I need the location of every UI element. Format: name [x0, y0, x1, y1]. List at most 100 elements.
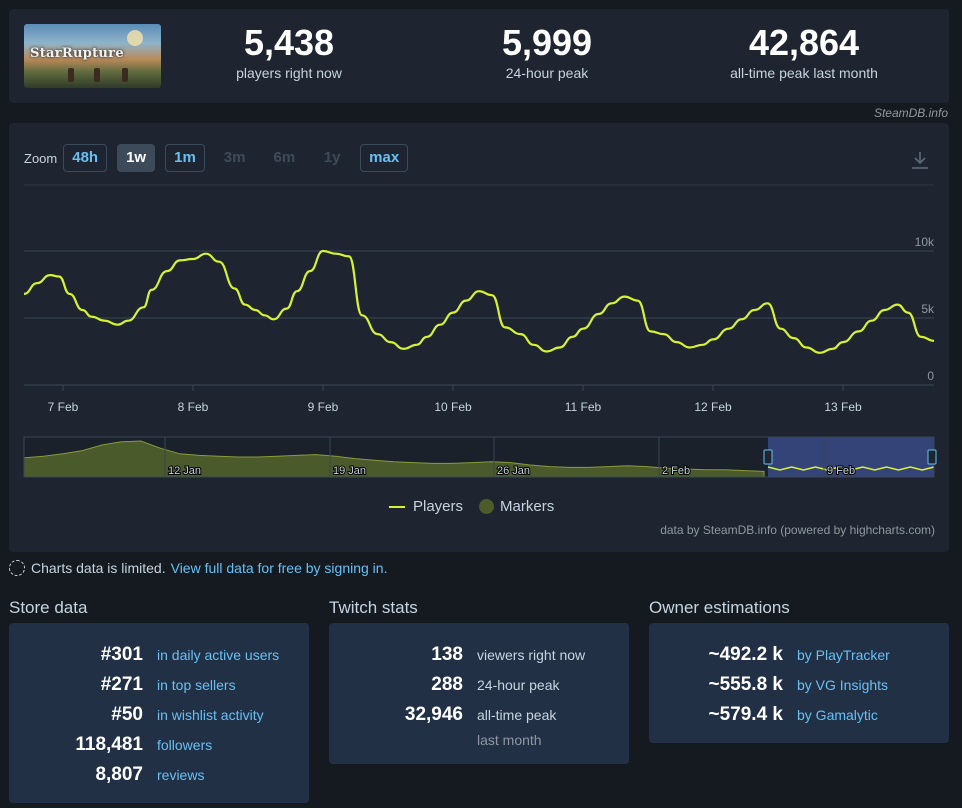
owner-row: ~492.2 k by PlayTracker: [649, 640, 949, 670]
twitch-label: 24-hour peak: [477, 677, 560, 693]
store-value: 8,807: [95, 764, 143, 785]
twitch-row: 288 24-hour peak: [329, 670, 629, 700]
zoom-6m-button: 6m: [273, 149, 296, 166]
store-data-title: Store data: [9, 598, 88, 617]
zoom-1y-button: 1y: [323, 149, 341, 166]
owner-estimations-box: ~492.2 k by PlayTracker ~555.8 k by VG Ins…: [649, 623, 949, 743]
store-value: #301: [100, 644, 143, 665]
owner-value: ~579.4 k: [708, 704, 784, 725]
owner-row: ~555.8 k by VG Insights: [649, 670, 949, 700]
legend-line-symbol: [389, 505, 405, 508]
twitch-value: 288: [431, 674, 463, 695]
stat-all-time-peak: 42,864 all-time peak last month: [704, 22, 904, 82]
game-capsule-image[interactable]: StarRupture: [24, 24, 161, 88]
store-row: #301 in daily active users: [9, 640, 309, 670]
owner-link[interactable]: by VG Insights: [797, 677, 889, 693]
twitch-value: 32,946: [404, 704, 463, 725]
stat-players-now: 5,438 players right now: [189, 22, 389, 82]
x-tick-label: 12 Feb: [694, 400, 732, 414]
x-tick-label: 8 Feb: [178, 400, 209, 414]
store-value: #50: [111, 704, 143, 725]
capsule-figure: [122, 68, 128, 82]
x-tick-label: 7 Feb: [48, 400, 79, 414]
stat-value: 42,864: [748, 22, 860, 63]
stat-value: 5,438: [243, 22, 335, 63]
zoom-label: Zoom: [24, 150, 58, 166]
legend-players[interactable]: Players: [389, 498, 463, 515]
chart-panel: 0 5k 10k 7 Feb 8 Feb 9 Feb 10 Feb 11 Feb 12 Feb 1…: [9, 123, 949, 552]
download-icon[interactable]: [911, 150, 929, 170]
legend-label: Markers: [500, 498, 555, 515]
steamdb-credit: SteamDB.info: [873, 106, 948, 120]
chart-legend: Players Markers: [389, 498, 570, 515]
zoom-1w-button[interactable]: 1w: [117, 144, 156, 172]
stat-label: 24-hour peak: [505, 65, 589, 81]
stat-label: all-time peak last month: [730, 65, 878, 81]
store-row: 118,481 followers: [9, 730, 309, 760]
zoom-controls: Zoom 48h 1w 1m 3m 6m 1y max: [24, 144, 418, 172]
legend-markers[interactable]: Markers: [479, 498, 554, 515]
navigator-tick-label: 26 Jan: [497, 465, 530, 477]
stat-24h-peak: 5,999 24-hour peak: [447, 22, 647, 82]
players-series-line: [23, 249, 935, 354]
legend-dot-symbol: [479, 499, 495, 514]
store-row: #271 in top sellers: [9, 670, 309, 700]
navigator-handle[interactable]: [763, 449, 773, 465]
owner-row: ~579.4 k by Gamalytic: [649, 700, 949, 730]
store-link[interactable]: in wishlist activity: [157, 707, 264, 723]
x-tick-label: 11 Feb: [565, 400, 602, 414]
twitch-value: 138: [431, 644, 463, 665]
navigator-handle[interactable]: [927, 449, 937, 465]
x-tick-label: 10 Feb: [434, 400, 472, 414]
zoom-3m-button: 3m: [223, 149, 246, 166]
store-link[interactable]: in top sellers: [157, 677, 236, 693]
owner-value: ~492.2 k: [708, 644, 784, 665]
stat-value: 5,999: [501, 22, 593, 63]
twitch-label: all-time peak: [477, 707, 557, 723]
navigator-area: [23, 440, 765, 478]
x-tick-label: 13 Feb: [824, 400, 862, 414]
owner-link[interactable]: by Gamalytic: [797, 707, 878, 723]
navigator-tick-label: 2 Feb: [662, 465, 690, 477]
store-link[interactable]: in daily active users: [157, 647, 280, 663]
twitch-row: 32,946 all-time peak: [329, 700, 629, 730]
notice-text: Charts data is limited.: [31, 560, 166, 576]
navigator-tick-label: 12 Jan: [168, 465, 201, 477]
navigator-tick-label: 9 Feb: [827, 465, 855, 477]
twitch-stats-box: 138 viewers right now 288 24-hour peak 32,…: [329, 623, 629, 764]
zoom-max-button[interactable]: max: [360, 144, 409, 172]
twitch-label: viewers right now: [477, 647, 586, 663]
capsule-sun: [127, 30, 143, 46]
navigator-tick-label: 19 Jan: [333, 465, 366, 477]
x-tick-label: 9 Feb: [308, 400, 339, 414]
store-data-box: #301 in daily active users #271 in top sel…: [9, 623, 309, 803]
y-tick-label: 5k: [921, 302, 935, 316]
owner-estimations-title: Owner estimations: [649, 598, 790, 617]
legend-label: Players: [413, 498, 464, 515]
capsule-figure: [68, 68, 74, 82]
zoom-1m-button[interactable]: 1m: [165, 144, 205, 172]
game-logo-text: StarRupture: [30, 46, 124, 61]
twitch-row: 138 viewers right now: [329, 640, 629, 670]
store-link[interactable]: reviews: [157, 767, 205, 783]
store-row: 8,807 reviews: [9, 760, 309, 790]
owner-link[interactable]: by PlayTracker: [797, 647, 890, 663]
limited-data-notice: Charts data is limited. View full data f…: [9, 560, 387, 576]
store-value: 118,481: [75, 734, 143, 755]
owner-value: ~555.8 k: [708, 674, 784, 695]
store-value: #271: [100, 674, 143, 695]
stats-bar: StarRupture 5,438 players right now 5,99…: [9, 9, 949, 103]
zoom-48h-button[interactable]: 48h: [63, 144, 108, 172]
navigator-selection-line: [767, 466, 935, 471]
player-chart[interactable]: 0 5k 10k 7 Feb 8 Feb 9 Feb 10 Feb 11 Feb 12 Feb 1…: [9, 123, 949, 552]
y-tick-label: 10k: [915, 235, 935, 249]
dashed-circle-icon: [9, 560, 25, 576]
stat-label: players right now: [236, 65, 342, 81]
capsule-figure: [94, 68, 100, 82]
store-row: #50 in wishlist activity: [9, 700, 309, 730]
y-tick-label: 0: [927, 369, 934, 383]
twitch-stats-title: Twitch stats: [329, 598, 418, 617]
chart-credit[interactable]: data by SteamDB.info (powered by highcha…: [660, 523, 935, 537]
store-link[interactable]: followers: [157, 737, 213, 753]
sign-in-link[interactable]: View full data for free by signing in.: [170, 560, 388, 576]
